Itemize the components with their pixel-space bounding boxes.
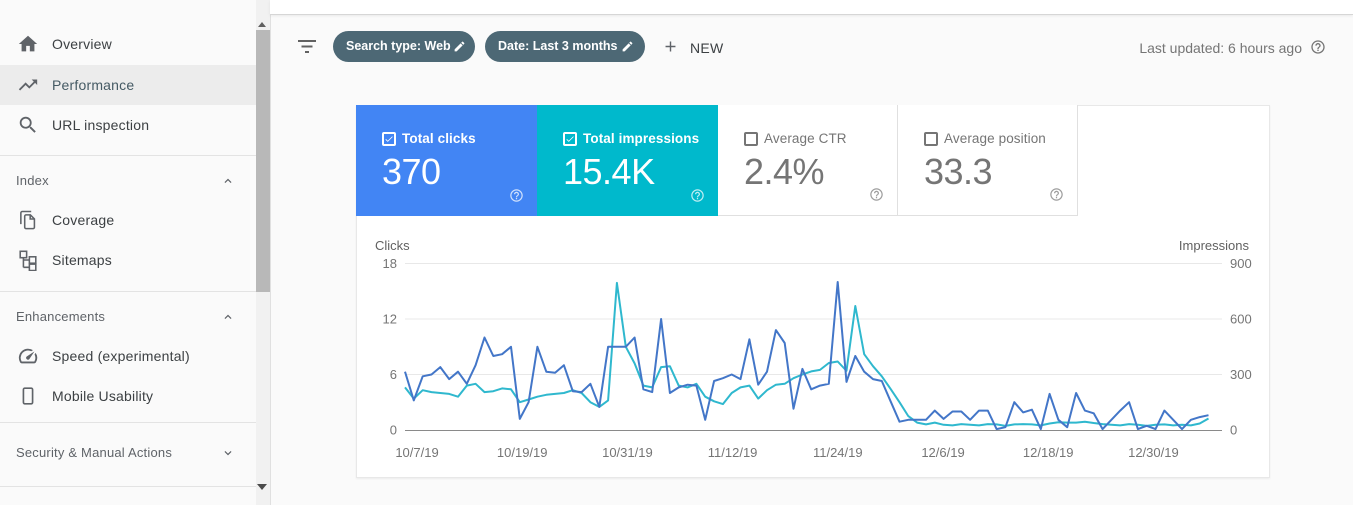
- svg-text:10/19/19: 10/19/19: [497, 445, 548, 460]
- svg-text:0: 0: [390, 423, 397, 438]
- svg-text:300: 300: [1230, 367, 1252, 382]
- svg-text:12: 12: [383, 312, 397, 327]
- svg-text:900: 900: [1230, 256, 1252, 271]
- svg-text:10/7/19: 10/7/19: [395, 445, 438, 460]
- svg-text:11/24/19: 11/24/19: [813, 445, 863, 460]
- svg-text:18: 18: [383, 256, 397, 271]
- svg-text:Clicks: Clicks: [375, 238, 410, 253]
- svg-text:12/6/19: 12/6/19: [921, 445, 964, 460]
- svg-text:Impressions: Impressions: [1179, 238, 1250, 253]
- svg-text:10/31/19: 10/31/19: [602, 445, 653, 460]
- svg-text:600: 600: [1230, 312, 1252, 327]
- svg-text:12/30/19: 12/30/19: [1128, 445, 1179, 460]
- svg-text:12/18/19: 12/18/19: [1023, 445, 1074, 460]
- svg-text:0: 0: [1230, 423, 1237, 438]
- svg-text:6: 6: [390, 367, 397, 382]
- svg-text:11/12/19: 11/12/19: [708, 445, 758, 460]
